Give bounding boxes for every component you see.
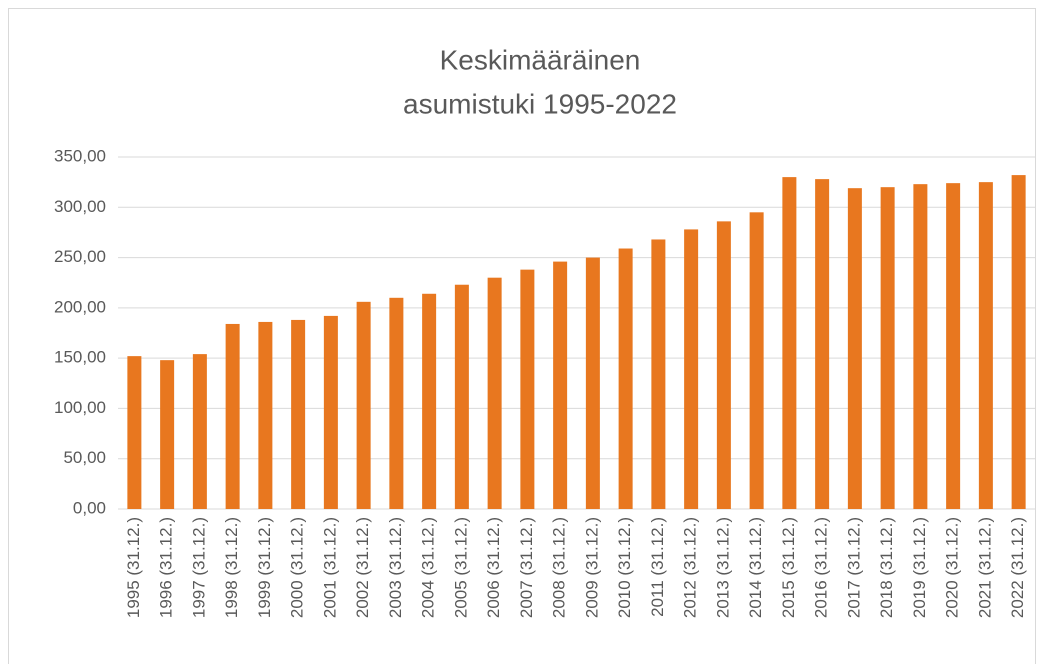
bar [1011,175,1026,510]
y-tick-label: 100,00 [54,398,106,417]
x-tick-label: 1995 (31.12.) [124,517,143,618]
x-tick-label: 2013 (31.12.) [713,517,732,618]
bar [716,221,731,509]
x-tick-label: 2015 (31.12.) [779,517,798,618]
x-tick-label: 2003 (31.12.) [386,517,405,618]
x-tick-label: 2020 (31.12.) [943,517,962,618]
x-tick-label: 2009 (31.12.) [582,517,601,618]
chart-title: Keskimääräinen [440,44,641,75]
x-tick-label: 2017 (31.12.) [844,517,863,618]
bar [880,187,895,509]
bar [651,239,666,509]
x-tick-label: 2000 (31.12.) [288,517,307,618]
y-tick-label: 300,00 [54,197,106,216]
x-tick-label: 2010 (31.12.) [615,517,634,618]
bar [585,257,600,509]
x-tick-label: 2016 (31.12.) [812,517,831,618]
x-tick-label: 1999 (31.12.) [255,517,274,618]
x-tick-label: 2007 (31.12.) [517,517,536,618]
bar [389,297,404,509]
bar [520,269,535,509]
bar [356,301,371,509]
x-tick-label: 2006 (31.12.) [484,517,503,618]
x-tick-label: 2019 (31.12.) [910,517,929,618]
bar [618,248,633,509]
x-tick-label: 2011 (31.12.) [648,517,667,617]
bar [160,360,175,509]
bar [978,182,993,509]
bar [323,315,338,509]
x-tick-label: 1997 (31.12.) [189,517,208,618]
y-tick-label: 250,00 [54,247,106,266]
bar [946,183,961,510]
x-tick-label: 2005 (31.12.) [451,517,470,618]
bar [127,356,142,509]
bar [782,177,797,509]
bar [291,319,306,509]
y-tick-label: 50,00 [63,448,106,467]
x-tick-label: 1996 (31.12.) [157,517,176,618]
y-tick-label: 200,00 [54,297,106,316]
x-tick-label: 1998 (31.12.) [222,517,241,618]
bar [225,323,240,509]
x-tick-label: 2002 (31.12.) [353,517,372,618]
bar [192,354,207,509]
bar [749,212,764,510]
bar [847,188,862,510]
chart-title: asumistuki 1995-2022 [403,88,677,119]
y-tick-label: 350,00 [54,146,106,165]
x-tick-label: 2012 (31.12.) [681,517,700,618]
x-tick-label: 2022 (31.12.) [1008,517,1027,618]
bar [913,184,928,509]
x-tick-label: 2018 (31.12.) [877,517,896,618]
x-tick-label: 2021 (31.12.) [975,517,994,618]
x-tick-label: 2001 (31.12.) [320,517,339,618]
bar [258,321,273,509]
x-tick-label: 2014 (31.12.) [746,517,765,618]
bar [454,284,469,509]
bar [684,229,699,509]
x-tick-label: 2004 (31.12.) [419,517,438,618]
bar [422,293,437,509]
bar [815,179,830,509]
y-tick-label: 150,00 [54,348,106,367]
y-tick-label: 0,00 [73,498,106,517]
x-tick-label: 2008 (31.12.) [550,517,569,618]
bar [553,261,568,509]
bar [487,277,502,509]
